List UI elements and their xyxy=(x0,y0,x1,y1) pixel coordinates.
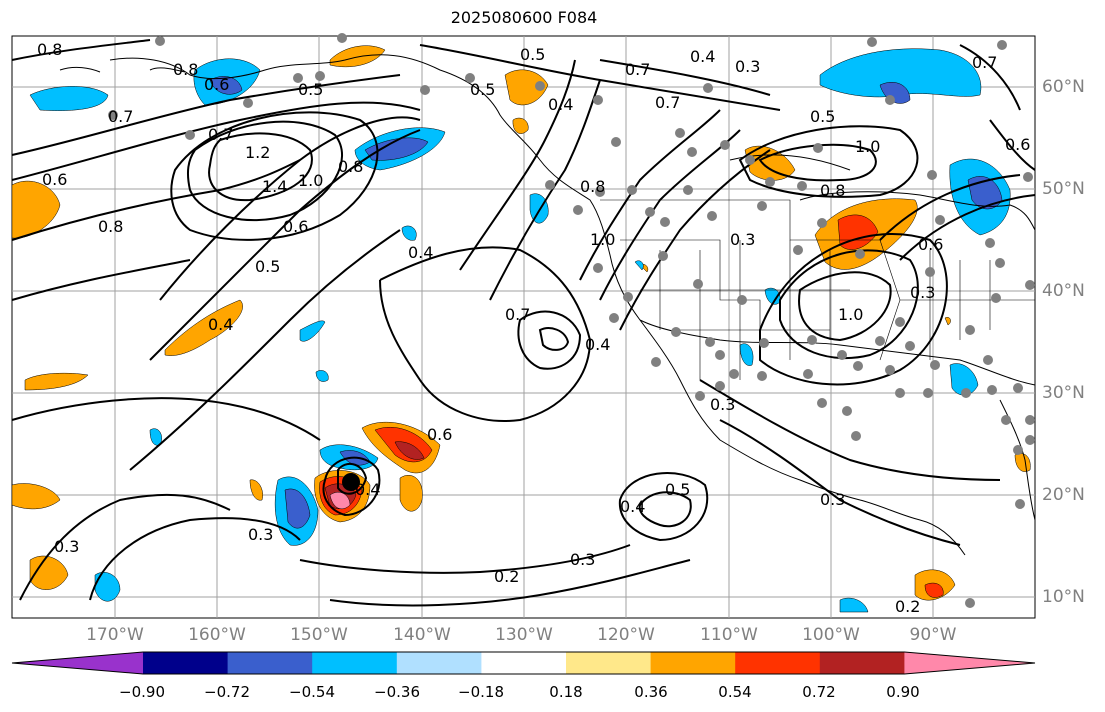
lon-label: 160°W xyxy=(188,625,246,645)
contour-label: 0.7 xyxy=(505,305,530,324)
lat-label: 20°N xyxy=(1042,485,1085,505)
colorbar xyxy=(11,651,1036,675)
contour-label: 0.6 xyxy=(283,217,308,236)
contour-label: 0.2 xyxy=(895,597,920,616)
contour-label: 0.7 xyxy=(208,125,233,144)
contour-label: 0.7 xyxy=(108,107,133,126)
colorbar-segment xyxy=(481,652,567,674)
lon-label: 130°W xyxy=(495,625,553,645)
contour-label: 0.5 xyxy=(520,45,545,64)
contour-label: 1.0 xyxy=(590,230,615,249)
contour-label: 0.3 xyxy=(735,57,760,76)
contour-label: 0.5 xyxy=(298,80,323,99)
contour-label: 0.7 xyxy=(972,53,997,72)
colorbar-segment xyxy=(312,652,398,674)
contour-label: 0.4 xyxy=(620,497,645,516)
contour-label: 0.8 xyxy=(338,157,363,176)
contour-label: 0.5 xyxy=(255,257,280,276)
contour-labels: 0.8 0.6 0.7 0.6 0.8 0.8 0.7 0.5 1.2 1.4 … xyxy=(37,40,1030,616)
contour-label: 0.4 xyxy=(548,95,573,114)
contour-label: 0.8 xyxy=(37,40,62,59)
contour-label: 0.3 xyxy=(248,525,273,544)
contour-label: 0.3 xyxy=(710,395,735,414)
contour-label: 0.4 xyxy=(690,47,715,66)
state-borders xyxy=(600,199,1035,380)
contour-label: 0.8 xyxy=(820,181,845,200)
contour-label: 0.6 xyxy=(42,170,67,189)
storm-center-marker xyxy=(342,473,360,491)
contour-label: 0.6 xyxy=(918,235,943,254)
contour-label: 0.6 xyxy=(1005,135,1030,154)
colorbar-segment xyxy=(566,652,652,674)
contour-label: 0.2 xyxy=(494,567,519,586)
lon-label: 110°W xyxy=(700,625,758,645)
colorbar-tick: 0.90 xyxy=(886,683,920,701)
map-title: 2025080600 F084 xyxy=(450,8,598,27)
contour-label: 0.7 xyxy=(625,60,650,79)
lat-label: 40°N xyxy=(1042,281,1085,301)
lon-label: 140°W xyxy=(393,625,451,645)
contour-label: 0.3 xyxy=(820,490,845,509)
contour-label: 0.4 xyxy=(585,335,610,354)
contour-label: 1.0 xyxy=(298,171,323,190)
lat-label: 30°N xyxy=(1042,383,1085,403)
lat-label: 10°N xyxy=(1042,587,1085,607)
colorbar-segment xyxy=(735,652,821,674)
contour-label: 0.3 xyxy=(730,230,755,249)
lon-label: 90°W xyxy=(909,625,957,645)
colorbar-tick: −0.72 xyxy=(204,683,250,701)
contour-label: 0.3 xyxy=(54,537,79,556)
colorbar-segment xyxy=(650,652,736,674)
lon-label: 150°W xyxy=(290,625,348,645)
contour-label: 0.6 xyxy=(427,425,452,444)
contours xyxy=(11,39,1036,607)
contour-label: 0.4 xyxy=(208,315,233,334)
lon-label: 170°W xyxy=(86,625,144,645)
contour-label: 0.4 xyxy=(355,480,380,499)
contour-label: 0.8 xyxy=(173,60,198,79)
contour-label: 0.5 xyxy=(665,480,690,499)
colorbar-segments xyxy=(11,651,1036,675)
lat-label: 60°N xyxy=(1042,77,1085,97)
lon-label: 120°W xyxy=(597,625,655,645)
colorbar-tick: 0.18 xyxy=(549,683,583,701)
colorbar-segment xyxy=(396,652,482,674)
station-dots xyxy=(108,33,1035,608)
colorbar-segment xyxy=(819,652,905,674)
colorbar-tick: −0.18 xyxy=(458,683,504,701)
contour-label: 1.4 xyxy=(262,177,287,196)
colorbar-tick: −0.36 xyxy=(374,683,420,701)
contour-label: 0.3 xyxy=(910,283,935,302)
coastlines xyxy=(59,54,1036,556)
contour-label: 0.8 xyxy=(580,177,605,196)
colorbar-tick: −0.54 xyxy=(289,683,335,701)
contour-label: 1.0 xyxy=(855,137,880,156)
contour-label: 1.0 xyxy=(838,305,863,324)
contour-label: 0.8 xyxy=(98,217,123,236)
colorbar-segment xyxy=(143,652,229,674)
contour-label: 0.3 xyxy=(570,550,595,569)
contour-label: 1.2 xyxy=(245,143,270,162)
colorbar-tick: 0.36 xyxy=(634,683,668,701)
colorbar-tick: −0.90 xyxy=(119,683,165,701)
lat-label: 50°N xyxy=(1042,179,1085,199)
colorbar-extend-low xyxy=(12,652,143,674)
colorbar-segment xyxy=(227,652,313,674)
colorbar-tick: 0.72 xyxy=(802,683,836,701)
contour-label: 0.7 xyxy=(655,93,680,112)
contour-label: 0.5 xyxy=(470,80,495,99)
contour-label: 0.6 xyxy=(204,75,229,94)
contour-label: 0.5 xyxy=(810,107,835,126)
contour-label: 0.4 xyxy=(408,243,433,262)
map-canvas: 0.8 0.6 0.7 0.6 0.8 0.8 0.7 0.5 1.2 1.4 … xyxy=(11,33,1036,619)
colorbar-extend-high xyxy=(904,652,1035,674)
colorbar-outline xyxy=(11,651,1036,675)
lon-label: 100°W xyxy=(802,625,860,645)
colorbar-tick: 0.54 xyxy=(718,683,752,701)
